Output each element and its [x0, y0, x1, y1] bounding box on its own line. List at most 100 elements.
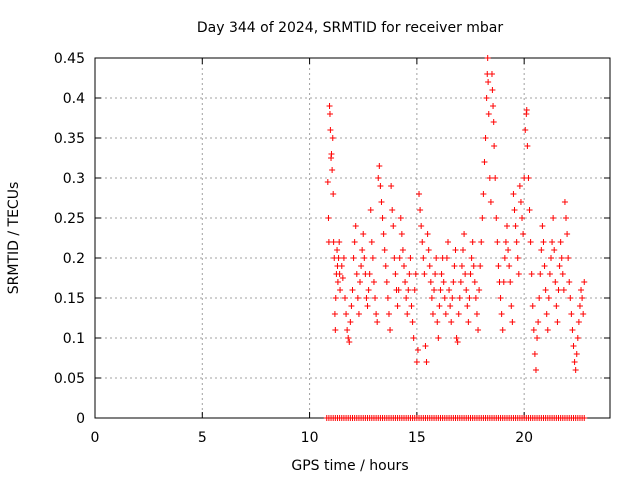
- data-point: [557, 239, 564, 245]
- data-point: [390, 223, 397, 229]
- data-point: [510, 191, 517, 197]
- data-point: [441, 295, 448, 301]
- chart-title: Day 344 of 2024, SRMTID for receiver mba…: [197, 20, 504, 36]
- data-point: [478, 239, 485, 245]
- data-point: [489, 87, 496, 93]
- data-point: [576, 303, 583, 309]
- data-point: [332, 295, 339, 301]
- y-tick-label: 0.3: [63, 171, 85, 187]
- data-point: [407, 255, 414, 261]
- data-point: [575, 319, 582, 325]
- data-point: [443, 255, 450, 261]
- data-point: [327, 127, 334, 133]
- data-point: [360, 231, 367, 237]
- data-point: [477, 263, 484, 269]
- data-point: [450, 279, 457, 285]
- data-point: [580, 311, 587, 317]
- data-point: [406, 271, 413, 277]
- data-point: [434, 319, 441, 325]
- data-point: [454, 339, 461, 345]
- data-point: [399, 247, 406, 253]
- data-point: [394, 303, 401, 309]
- data-point: [514, 255, 521, 261]
- data-point: [412, 271, 419, 277]
- data-point: [522, 127, 529, 133]
- data-point: [448, 319, 455, 325]
- data-point: [350, 255, 357, 261]
- data-point: [566, 279, 573, 285]
- data-point: [345, 335, 352, 341]
- data-point: [417, 207, 424, 213]
- data-point: [442, 311, 449, 317]
- data-point: [470, 263, 477, 269]
- y-tick-label: 0.45: [54, 51, 85, 67]
- data-point: [334, 279, 341, 285]
- data-point: [392, 271, 399, 277]
- grid-lines: [95, 58, 610, 418]
- data-point: [497, 295, 504, 301]
- data-point: [420, 255, 427, 261]
- data-point: [324, 179, 331, 185]
- data-point: [498, 311, 505, 317]
- data-point: [546, 271, 553, 277]
- data-point: [519, 215, 526, 221]
- data-point: [428, 295, 435, 301]
- data-point: [396, 255, 403, 261]
- data-point: [555, 287, 562, 293]
- data-point: [531, 351, 538, 357]
- data-point: [479, 215, 486, 221]
- data-point: [488, 71, 495, 77]
- data-point: [457, 279, 464, 285]
- data-point: [336, 271, 343, 277]
- data-point: [418, 223, 425, 229]
- data-point: [516, 183, 523, 189]
- data-point: [466, 295, 473, 301]
- data-point: [383, 279, 390, 285]
- data-point: [433, 255, 440, 261]
- data-point: [543, 311, 550, 317]
- data-point: [425, 247, 432, 253]
- data-point: [398, 231, 405, 237]
- data-point: [346, 339, 353, 345]
- data-point: [429, 311, 436, 317]
- data-point: [581, 415, 588, 421]
- data-point: [336, 239, 343, 245]
- x-tick-label: 10: [301, 430, 319, 446]
- data-point: [341, 295, 348, 301]
- data-point: [499, 327, 506, 333]
- data-point: [565, 255, 572, 261]
- data-point: [547, 255, 554, 261]
- data-point: [532, 367, 539, 373]
- data-point: [473, 311, 480, 317]
- data-point: [389, 207, 396, 213]
- data-point: [520, 231, 527, 237]
- y-tick-label: 0.15: [54, 291, 85, 307]
- data-point: [484, 55, 491, 61]
- data-point: [568, 311, 575, 317]
- data-point: [384, 295, 391, 301]
- data-point: [571, 359, 578, 365]
- data-point: [411, 287, 418, 293]
- data-point: [330, 191, 337, 197]
- data-point: [414, 347, 421, 353]
- data-point: [381, 247, 388, 253]
- data-point: [485, 111, 492, 117]
- data-point: [395, 287, 402, 293]
- data-point: [471, 279, 478, 285]
- y-tick-label: 0.05: [54, 371, 85, 387]
- data-point: [375, 175, 382, 181]
- data-point: [343, 311, 350, 317]
- data-point: [501, 255, 508, 261]
- data-point: [536, 295, 543, 301]
- data-point: [447, 303, 454, 309]
- y-tick-label: 0.1: [63, 331, 85, 347]
- data-point: [426, 263, 433, 269]
- data-point: [490, 103, 497, 109]
- data-point: [508, 303, 515, 309]
- data-point: [409, 319, 416, 325]
- data-point: [353, 271, 360, 277]
- data-point: [529, 303, 536, 309]
- data-point: [329, 167, 336, 173]
- data-point: [511, 207, 518, 213]
- data-point: [382, 263, 389, 269]
